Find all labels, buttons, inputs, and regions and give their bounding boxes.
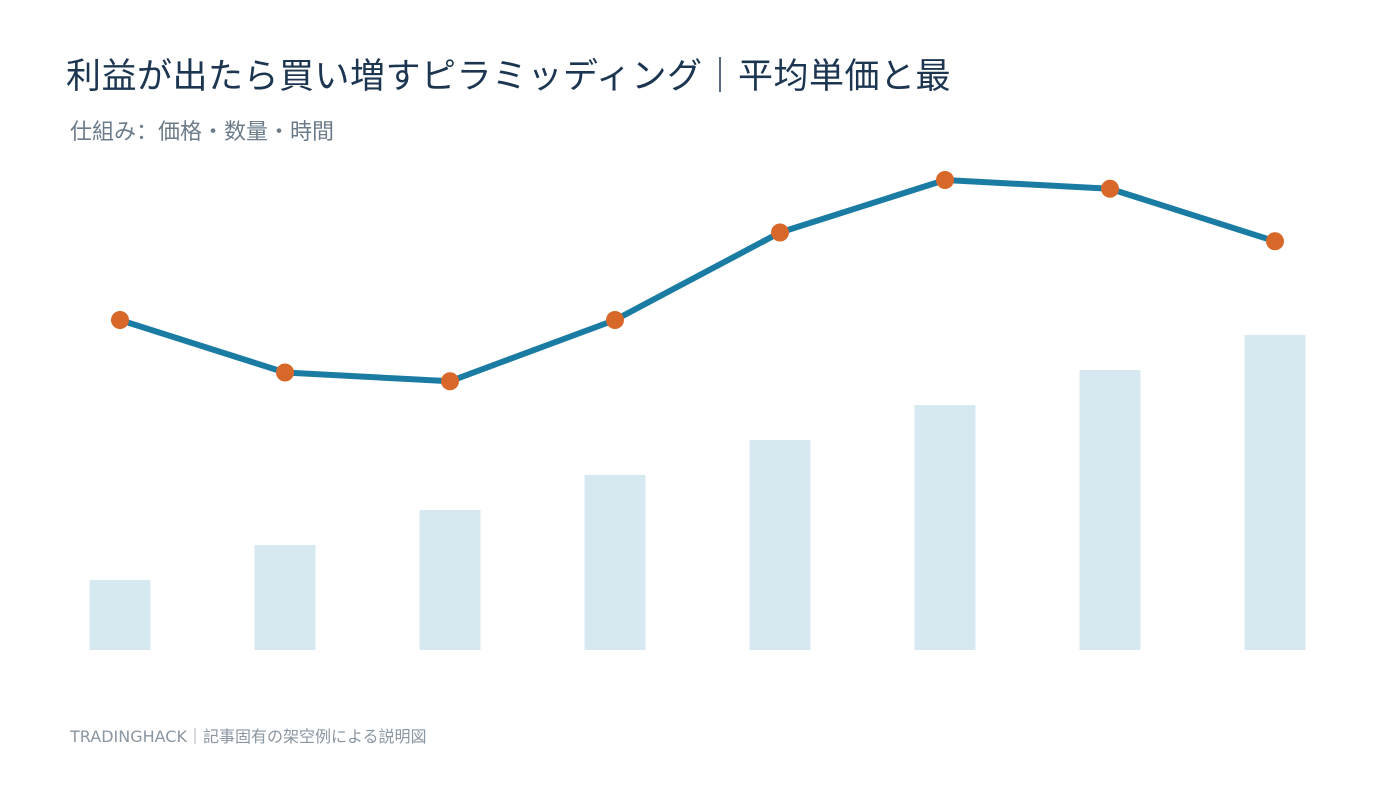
- chart-title: 利益が出たら買い増すピラミッディング｜平均単価と最: [66, 57, 952, 97]
- line-point-2: [276, 363, 294, 382]
- chart-subtitle: 仕組み：価格・数量・時間: [70, 120, 335, 145]
- bar-5: [749, 440, 811, 650]
- bar-8: [1244, 335, 1306, 650]
- line-point-6: [936, 171, 954, 189]
- line-point-3: [441, 372, 459, 391]
- line-point-8: [1266, 232, 1284, 251]
- markers-layer: [111, 171, 1284, 391]
- line-layer: [117, 177, 1278, 385]
- line-series: [117, 177, 1278, 385]
- line-point-7: [1101, 179, 1119, 198]
- line-point-1: [111, 311, 129, 329]
- footer-credit: TRADINGHACK｜記事固有の架空例による説明図: [70, 727, 427, 746]
- line-point-5: [771, 223, 789, 242]
- bar-3: [419, 510, 481, 650]
- line-point-4: [606, 311, 624, 329]
- bar-2: [254, 545, 316, 650]
- bar-1: [89, 580, 151, 650]
- bar-7: [1079, 370, 1141, 650]
- bars-layer: [89, 335, 1306, 650]
- bar-4: [584, 475, 646, 650]
- bar-6: [914, 405, 976, 650]
